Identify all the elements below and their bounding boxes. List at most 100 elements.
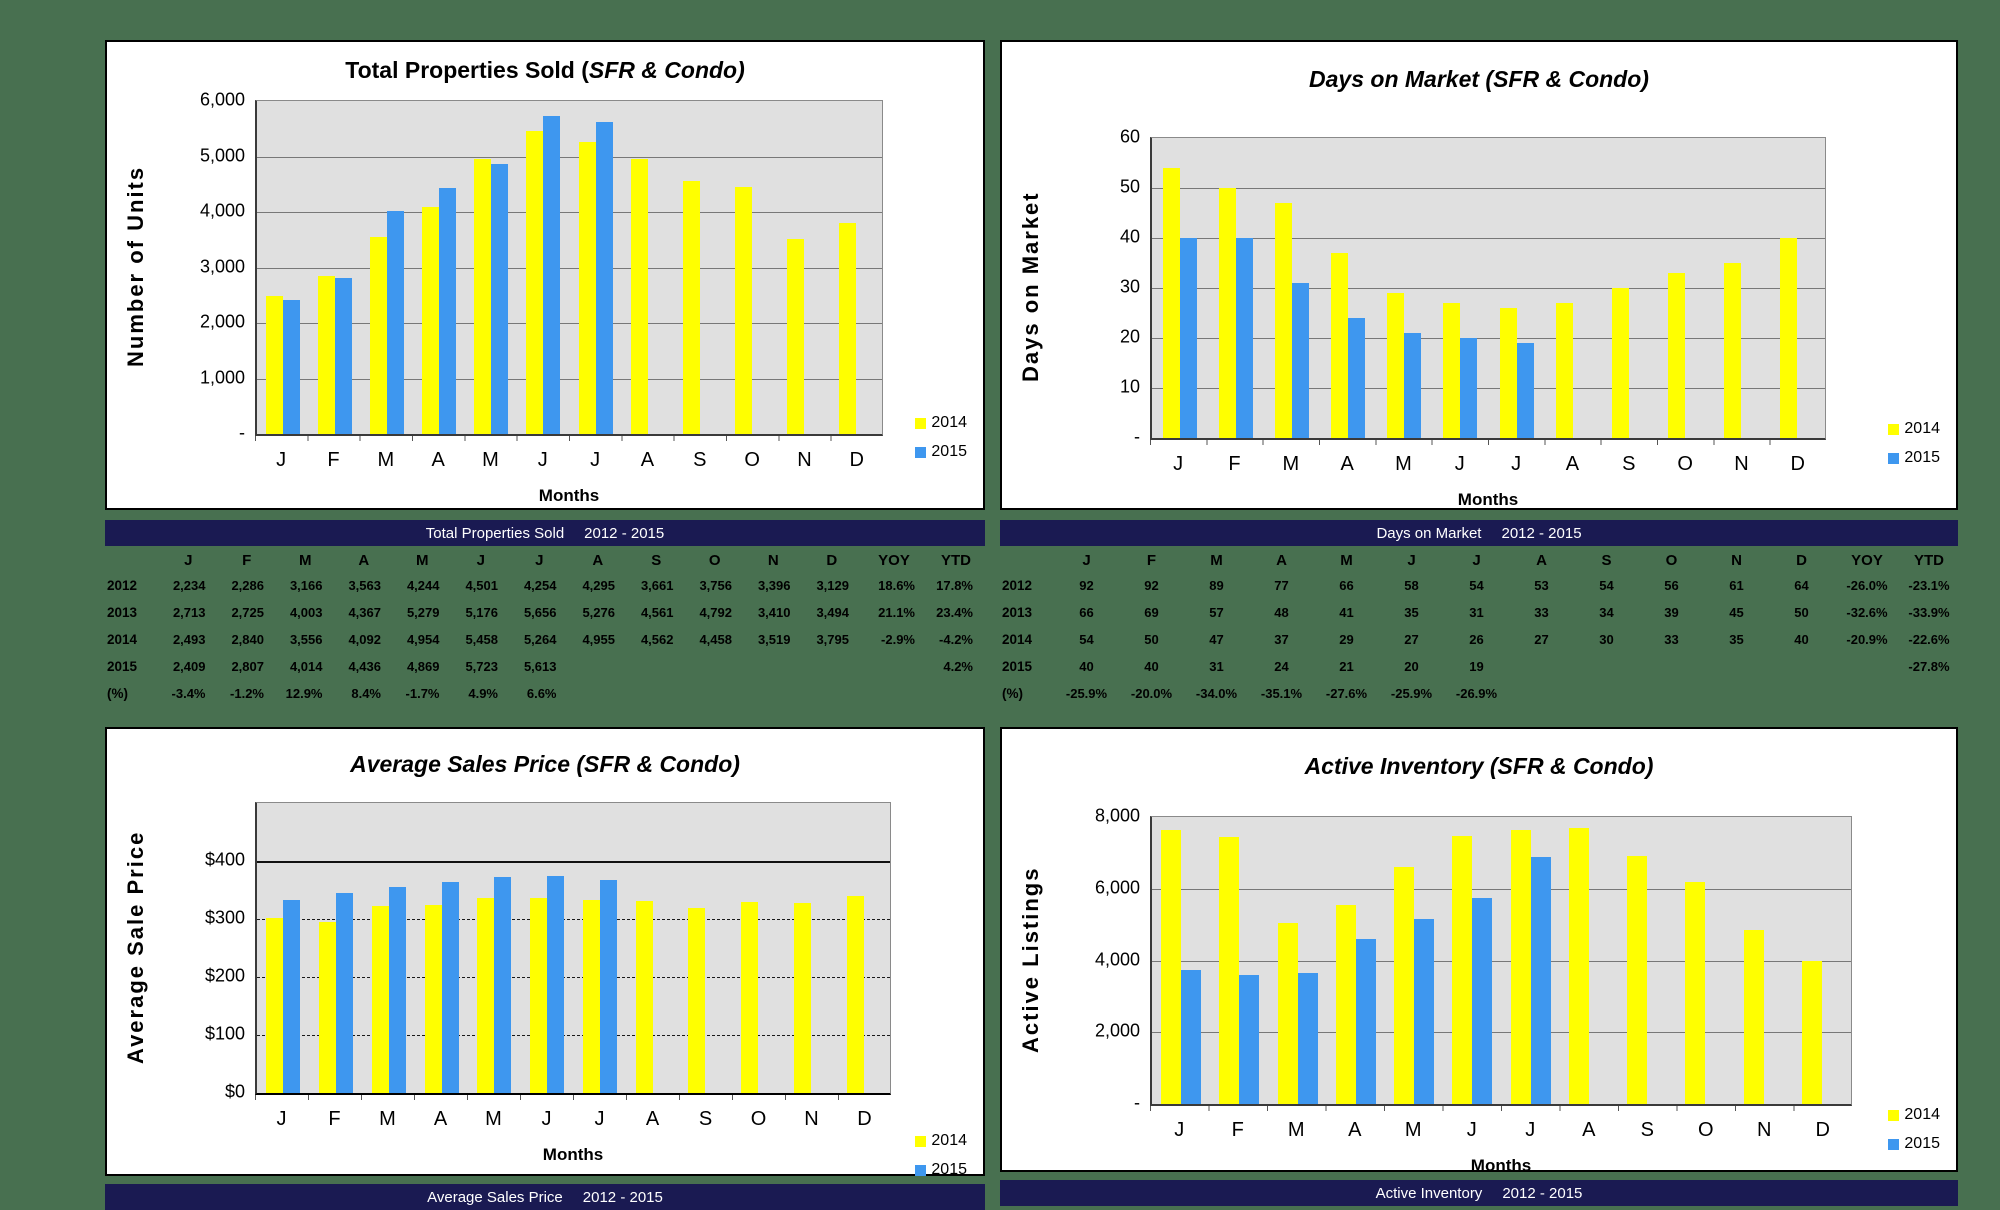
- legend-label: 2014: [931, 1132, 967, 1149]
- bar-group: [465, 101, 517, 434]
- total-properties-sold-table: J F M A M J J A S O N D YOY YTD 2012 2,234 2,286 3,166 3,5…: [105, 549, 985, 707]
- section-header-title: Active Inventory: [1375, 1184, 1483, 1202]
- bar-group: [1264, 138, 1320, 438]
- y-tick-label: 2,000: [1094, 1020, 1140, 1041]
- month-label: D: [849, 449, 864, 471]
- gridline: [257, 156, 882, 158]
- gridline: [1152, 1032, 1851, 1034]
- month-label: A: [1348, 1119, 1362, 1141]
- month-label: D: [1790, 453, 1805, 475]
- bar-group: [837, 803, 890, 1093]
- table-cell: 30: [1599, 632, 1614, 647]
- bar-2014: [1331, 253, 1349, 438]
- column-header: D: [1796, 552, 1807, 569]
- bar-2014: [682, 180, 700, 434]
- table-cell: 50: [1794, 605, 1809, 620]
- bar-2014: [734, 186, 752, 434]
- table-cell: 2,286: [231, 578, 264, 593]
- bar-2015: [491, 163, 509, 434]
- y-tick-label: $300: [204, 907, 245, 928]
- legend-entry: 2015: [915, 443, 967, 461]
- table-cell: 54: [1469, 578, 1484, 593]
- month-label: J: [590, 449, 601, 471]
- column-header: M: [299, 552, 312, 569]
- table-cell: 3,519: [757, 632, 791, 647]
- bar-group: [1327, 817, 1385, 1104]
- section-header-title: Average Sales Price: [427, 1188, 563, 1206]
- table-row: 2013 2,713 2,725 4,003 4,367 5,279 5,176 5,656 5…: [105, 599, 985, 626]
- bar-group: [569, 101, 621, 434]
- bar-group: [674, 101, 726, 434]
- bar-group: [1545, 138, 1601, 438]
- table-cell: -34.0%: [1195, 686, 1238, 701]
- bar-2014: [1743, 930, 1764, 1104]
- y-axis-title: Active Listings: [1018, 866, 1043, 1053]
- table-row: 2014 54 50 47 37 29 27 26 27 30 33 35 40 -20.9% -22.6%: [1000, 626, 1958, 653]
- bar-2015: [1180, 238, 1198, 438]
- table-cell: 2,840: [231, 632, 264, 647]
- bar-2015: [1414, 919, 1435, 1104]
- y-axis-tick-labels: 60 50 40 30 20 10 -: [1060, 127, 1150, 447]
- table-cell: 4,014: [289, 659, 323, 674]
- column-header: F: [1146, 552, 1157, 569]
- bar-2014: [1510, 829, 1531, 1104]
- month-label: N: [1757, 1119, 1772, 1141]
- y-tick-label: 1,000: [199, 367, 245, 387]
- column-header: J: [535, 552, 544, 569]
- table-cell: 3,129: [816, 578, 849, 593]
- y-tick-label: -: [1134, 1092, 1140, 1113]
- bar-2014: [1667, 273, 1685, 438]
- table-row: 2013 66 69 57 48 41 35 31 33 34 39 45 50 -32.6% -33.9%: [1000, 599, 1958, 626]
- legend: 2014 2015: [915, 414, 967, 472]
- table-cell: 35: [1404, 605, 1419, 620]
- plot-area: [255, 802, 891, 1095]
- yoy-cell: -26.0%: [1846, 578, 1888, 593]
- bar-group: [1443, 817, 1501, 1104]
- bar-2015: [388, 886, 406, 1093]
- bar-2015: [1348, 318, 1366, 438]
- y-tick-label: 6,000: [1094, 877, 1140, 898]
- bar-2015: [439, 187, 457, 434]
- table-cell: 37: [1274, 632, 1289, 647]
- plot-area: [1150, 816, 1852, 1106]
- column-header: M: [1210, 552, 1223, 569]
- bar-2014: [474, 159, 492, 434]
- legend-entry: 2014: [915, 1132, 967, 1150]
- month-label: M: [1287, 1119, 1305, 1141]
- month-label: D: [1815, 1119, 1830, 1141]
- y-tick-label: 4,000: [1094, 949, 1140, 969]
- bar-2014: [477, 897, 495, 1093]
- table-cell: 4,458: [699, 632, 732, 647]
- legend-label: 2015: [931, 1161, 967, 1178]
- table-row: (%) -3.4% -1.2% 12.9% 8.4% -1.7% 4.9% 6.6%: [105, 680, 985, 707]
- legend-label: 2015: [931, 443, 967, 460]
- active-inventory-chart-panel: Active Inventory (SFR & Condo) Active Lis…: [1000, 727, 1958, 1175]
- column-header: YOY: [1851, 552, 1883, 569]
- bar-group: [1269, 817, 1327, 1104]
- quadrant-days-on-market: Days on Market (SFR & Condo) Days on Mark…: [1000, 40, 1958, 707]
- quadrant-average-sales-price: Average Sales Price (SFR & Condo) Average…: [105, 727, 985, 1210]
- bar-2015: [547, 876, 565, 1093]
- table-cell: 3,410: [757, 605, 791, 620]
- month-label: J: [1466, 1119, 1477, 1141]
- table-cell: 3,494: [816, 605, 849, 620]
- month-label: M: [377, 449, 395, 471]
- table-cell: -20.0%: [1130, 686, 1173, 701]
- table-cell: 5,264: [523, 632, 557, 647]
- row-label: 2013: [1002, 605, 1033, 620]
- bar-2014: [1277, 922, 1298, 1104]
- bar-group: [574, 803, 627, 1093]
- column-header: J: [1407, 552, 1416, 569]
- yoy-cell: -32.6%: [1846, 605, 1888, 620]
- legend-swatch: [1888, 423, 1900, 435]
- legend-label: 2015: [1904, 1135, 1940, 1152]
- x-axis-title: Months: [1457, 490, 1519, 509]
- row-label: 2015: [1002, 659, 1033, 674]
- bar-2014: [1611, 288, 1629, 438]
- bar-group: [1618, 817, 1676, 1104]
- x-axis-title: Months: [1470, 1156, 1532, 1175]
- row-label: (%): [1002, 686, 1023, 701]
- month-label: N: [797, 449, 812, 471]
- bar-2014: [530, 897, 548, 1093]
- bar-2015: [283, 899, 301, 1093]
